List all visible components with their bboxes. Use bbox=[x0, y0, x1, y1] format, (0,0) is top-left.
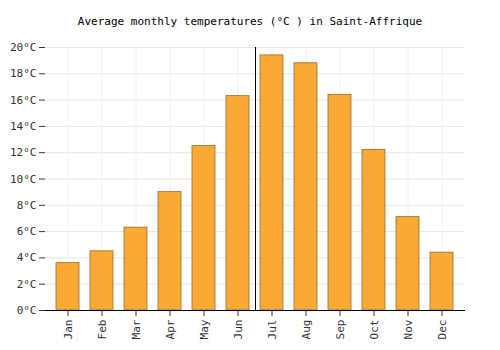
svg-text:10°C: 10°C bbox=[10, 173, 37, 186]
svg-text:Dec: Dec bbox=[436, 320, 449, 340]
svg-text:Jul: Jul bbox=[266, 320, 279, 340]
svg-text:Oct: Oct bbox=[368, 320, 381, 340]
svg-text:2°C: 2°C bbox=[17, 278, 37, 291]
svg-text:Jun: Jun bbox=[232, 320, 245, 340]
svg-text:18°C: 18°C bbox=[10, 67, 37, 80]
svg-text:Aug: Aug bbox=[300, 320, 313, 340]
svg-text:20°C: 20°C bbox=[10, 41, 37, 54]
html-text:Average monthly temperatures (: Average monthly temperatures (°C ) in Sa… bbox=[77, 15, 423, 28]
svg-text:6°C: 6°C bbox=[17, 225, 37, 238]
svg-text:4°C: 4°C bbox=[17, 251, 37, 264]
svg-text:12°C: 12°C bbox=[10, 146, 37, 159]
svg-text:Apr: Apr bbox=[164, 319, 177, 339]
svg-text:May: May bbox=[198, 319, 211, 339]
svg-text:16°C: 16°C bbox=[10, 94, 37, 107]
svg-text:Mar: Mar bbox=[130, 319, 143, 339]
svg-text:Jan: Jan bbox=[62, 320, 75, 340]
svg-text:Sep: Sep bbox=[334, 320, 347, 340]
svg-text:8°C: 8°C bbox=[17, 199, 37, 212]
svg-text:Nov: Nov bbox=[402, 319, 415, 339]
svg-text:14°C: 14°C bbox=[10, 120, 37, 133]
svg-text:0°C: 0°C bbox=[17, 304, 37, 317]
svg-text:Feb: Feb bbox=[96, 320, 109, 340]
